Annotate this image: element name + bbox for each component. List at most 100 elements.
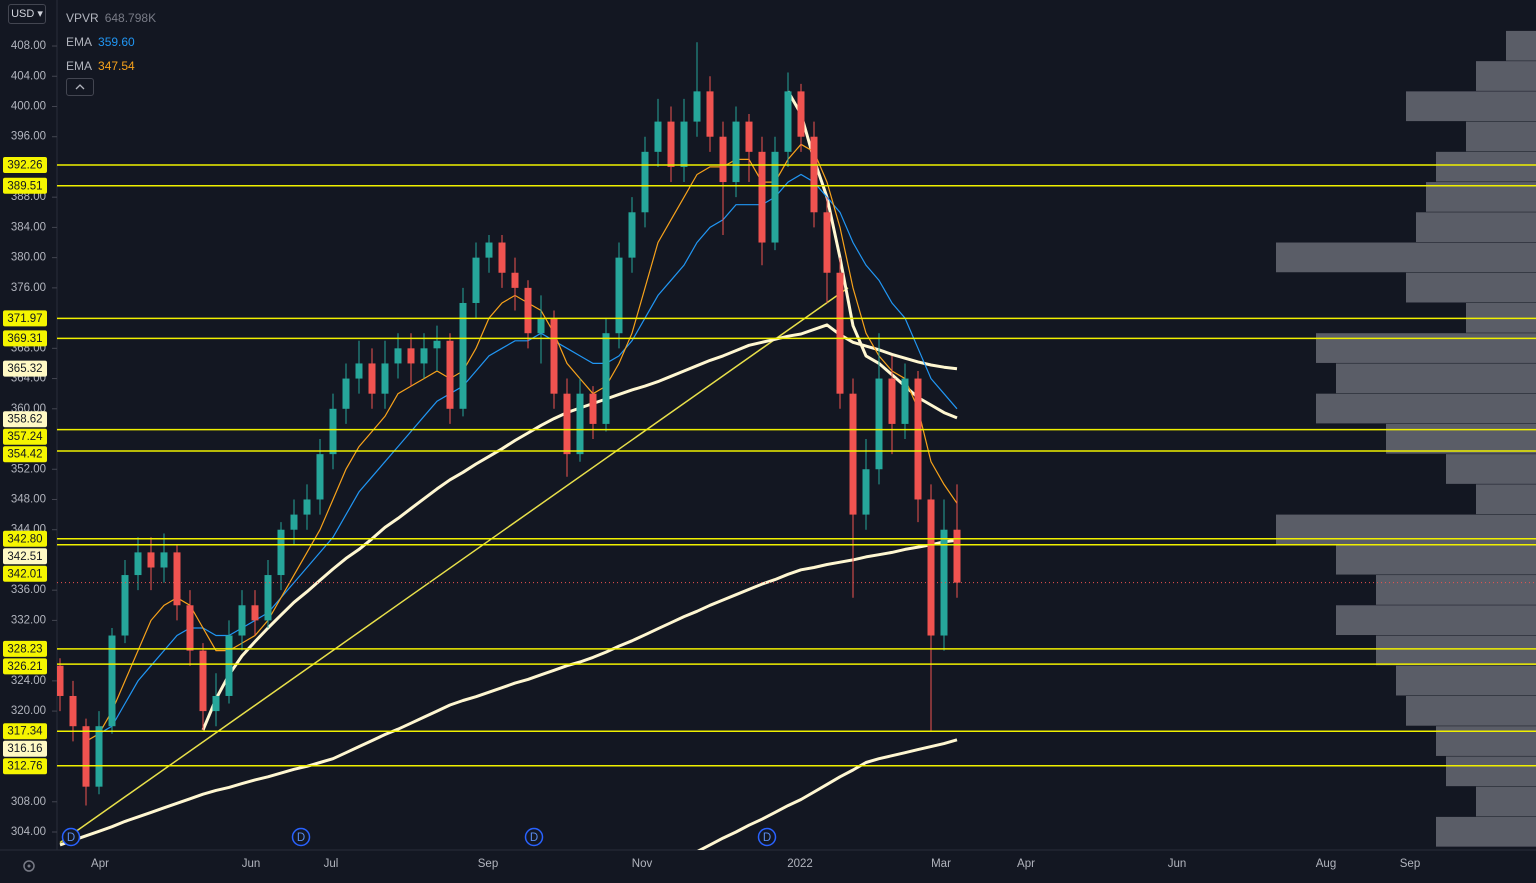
volume-profile-bar bbox=[1426, 182, 1536, 212]
currency-select[interactable]: USD ▾ bbox=[8, 4, 46, 24]
candle-body bbox=[342, 378, 350, 409]
x-tick-label: Apr bbox=[1017, 858, 1035, 870]
x-tick-label: Aug bbox=[1316, 858, 1336, 870]
candle-body bbox=[498, 242, 506, 273]
candle-body bbox=[732, 121, 740, 183]
price-label-bg bbox=[3, 428, 47, 445]
price-label: 358.62 bbox=[7, 414, 42, 426]
x-tick-label: Nov bbox=[632, 858, 653, 870]
volume-profile-bar bbox=[1406, 91, 1536, 122]
candle-body bbox=[472, 257, 480, 303]
volume-profile-bar bbox=[1436, 816, 1536, 847]
x-tick-label: Sep bbox=[1400, 858, 1420, 870]
y-tick-label: 336.00 bbox=[11, 584, 46, 596]
price-label-bg bbox=[3, 758, 47, 775]
candle-body bbox=[589, 393, 597, 424]
legend: VPVR 648.798K EMA 359.60 EMA 347.54 bbox=[66, 6, 156, 78]
candle-body bbox=[550, 318, 558, 394]
legend-value: 648.798K bbox=[104, 11, 157, 25]
x-tick-label: Jul bbox=[324, 858, 339, 870]
candle-body bbox=[355, 363, 363, 379]
price-label: 342.01 bbox=[7, 568, 42, 580]
volume-profile-bar bbox=[1336, 544, 1536, 575]
candle-body bbox=[485, 242, 493, 258]
candle-body bbox=[381, 363, 389, 394]
y-tick-label: 308.00 bbox=[11, 796, 46, 808]
legend-row: EMA 347.54 bbox=[66, 54, 156, 78]
candle-body bbox=[875, 378, 883, 470]
candle-body bbox=[524, 287, 532, 334]
candle-body bbox=[615, 257, 623, 334]
y-tick-label: 408.00 bbox=[11, 40, 46, 52]
legend-value: 359.60 bbox=[98, 35, 135, 49]
candle-body bbox=[251, 605, 259, 621]
y-tick-label: 380.00 bbox=[11, 252, 46, 264]
x-tick-label: Mar bbox=[931, 858, 951, 870]
candle-body bbox=[940, 529, 948, 636]
volume-profile-bar bbox=[1436, 151, 1536, 182]
candle-body bbox=[784, 91, 792, 152]
y-tick-label: 320.00 bbox=[11, 705, 46, 717]
price-label-bg bbox=[3, 360, 47, 377]
volume-profile-bar bbox=[1476, 786, 1536, 817]
x-tick-label: Jun bbox=[242, 858, 261, 870]
x-tick-label: Sep bbox=[478, 858, 498, 870]
y-tick-label: 384.00 bbox=[11, 221, 46, 233]
volume-profile-bar bbox=[1376, 635, 1536, 666]
price-label: 312.76 bbox=[7, 761, 42, 773]
candle-body bbox=[303, 499, 311, 515]
candle-body bbox=[849, 393, 857, 515]
candle-body bbox=[771, 151, 779, 243]
overlay-line bbox=[697, 738, 958, 850]
price-label-bg bbox=[3, 156, 47, 173]
collapse-button[interactable] bbox=[66, 78, 94, 96]
settings-icon[interactable] bbox=[23, 860, 35, 872]
volume-profile-bar bbox=[1316, 333, 1536, 363]
overlay-line bbox=[59, 538, 958, 847]
legend-name: EMA bbox=[66, 35, 93, 49]
candle-body bbox=[654, 121, 662, 152]
candle-body bbox=[57, 665, 64, 696]
legend-row: EMA 359.60 bbox=[66, 30, 156, 54]
price-label-bg bbox=[3, 530, 47, 547]
volume-profile-bar bbox=[1396, 665, 1536, 696]
candle-body bbox=[186, 605, 194, 651]
candle-body bbox=[420, 348, 428, 364]
candle-body bbox=[69, 695, 77, 727]
price-label: 317.34 bbox=[7, 726, 43, 738]
x-tick-label: 2022 bbox=[787, 858, 813, 870]
x-tick-label: Jun bbox=[1168, 858, 1187, 870]
candle-body bbox=[953, 529, 961, 583]
price-label-bg bbox=[3, 565, 47, 582]
price-label-bg bbox=[3, 177, 47, 194]
volume-profile-bar bbox=[1376, 575, 1536, 605]
volume-profile-bar bbox=[1476, 61, 1536, 91]
candle-body bbox=[836, 272, 844, 394]
dividend-marker bbox=[291, 827, 311, 847]
volume-profile-bar bbox=[1336, 363, 1536, 394]
price-label-bg bbox=[3, 723, 47, 740]
legend-value: 347.54 bbox=[98, 59, 135, 73]
candle-body bbox=[290, 514, 298, 530]
candle-body bbox=[329, 408, 337, 455]
price-label: 392.26 bbox=[7, 160, 42, 172]
x-tick-label: Apr bbox=[91, 858, 109, 870]
price-label: 326.21 bbox=[7, 661, 42, 673]
y-tick-label: 396.00 bbox=[11, 131, 46, 143]
price-label-bg bbox=[3, 411, 47, 428]
dividend-marker bbox=[524, 827, 544, 847]
trendline bbox=[59, 287, 849, 844]
candle-body bbox=[758, 151, 766, 243]
plot-area bbox=[57, 30, 1536, 850]
dividend-label: D bbox=[297, 832, 305, 844]
volume-profile-bar bbox=[1476, 484, 1536, 515]
price-label: 357.24 bbox=[7, 431, 43, 443]
price-label-bg bbox=[3, 640, 47, 657]
collapse-icon bbox=[75, 84, 85, 90]
candle-body bbox=[537, 318, 545, 334]
volume-profile-bar bbox=[1406, 695, 1536, 726]
candle-body bbox=[394, 348, 402, 364]
